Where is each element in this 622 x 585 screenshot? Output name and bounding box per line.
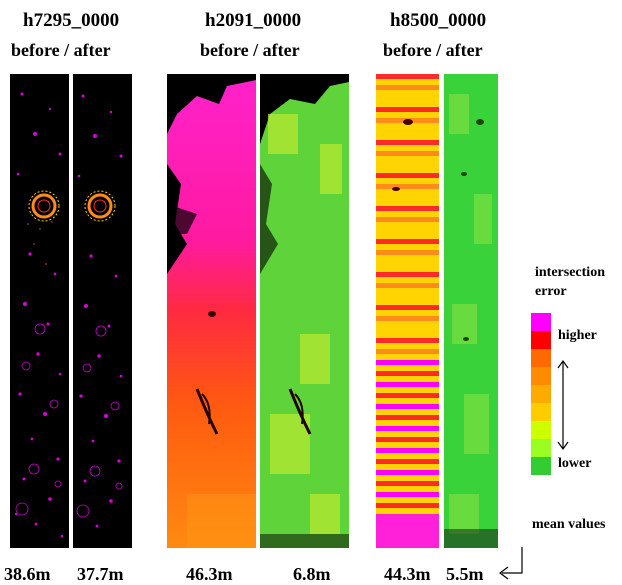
h8500-after-strip bbox=[444, 74, 498, 548]
mean-values-label: mean values bbox=[532, 517, 606, 532]
panel-subtitle-h8500: before / after bbox=[383, 40, 483, 60]
panel-title-h7295: h7295_0000 bbox=[23, 10, 120, 31]
panel-title-h8500: h8500_0000 bbox=[390, 10, 487, 31]
panel-subtitle-h2091: before / after bbox=[200, 40, 300, 60]
legend-double-arrow bbox=[557, 359, 569, 451]
h2091-before-strip bbox=[167, 74, 256, 548]
legend-swatch bbox=[531, 349, 551, 367]
legend-swatch bbox=[531, 439, 551, 457]
value-h2091-after: 6.8m bbox=[293, 564, 331, 584]
h7295-after-strip bbox=[73, 74, 132, 548]
legend-swatch bbox=[531, 313, 551, 331]
legend-lower-label: lower bbox=[558, 456, 592, 471]
legend-title-line2: error bbox=[535, 284, 567, 299]
legend-swatch bbox=[531, 403, 551, 421]
value-h7295-after: 37.7m bbox=[77, 564, 124, 584]
legend-higher-label: higher bbox=[558, 328, 597, 343]
value-h8500-before: 44.3m bbox=[384, 564, 431, 584]
legend-swatch bbox=[531, 421, 551, 439]
legend-swatch bbox=[531, 331, 551, 349]
legend-swatch bbox=[531, 385, 551, 403]
legend-swatch bbox=[531, 457, 551, 475]
legend-swatch bbox=[531, 367, 551, 385]
legend-title-line1: intersection bbox=[535, 265, 605, 280]
panel-title-h2091: h2091_0000 bbox=[205, 10, 302, 31]
h2091-after-strip bbox=[260, 74, 349, 548]
panel-subtitle-h7295: before / after bbox=[11, 40, 111, 60]
h8500-before-strip bbox=[376, 74, 439, 548]
value-h7295-before: 38.6m bbox=[4, 564, 51, 584]
value-h2091-before: 46.3m bbox=[186, 564, 233, 584]
value-h8500-after: 5.5m bbox=[446, 564, 484, 584]
h7295-before-strip bbox=[10, 74, 69, 548]
mean-values-arrow bbox=[499, 547, 523, 580]
